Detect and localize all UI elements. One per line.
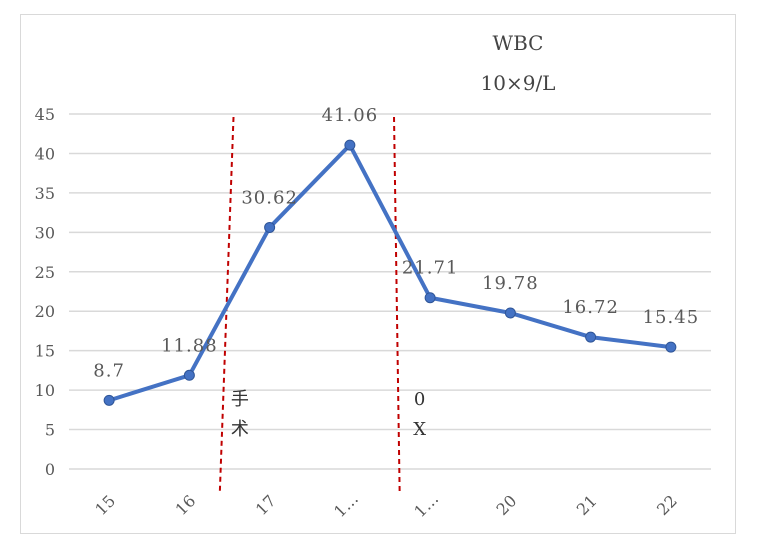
y-tick-label: 0 <box>45 460 55 479</box>
data-point <box>264 221 276 233</box>
y-tick-label: 25 <box>35 263 55 282</box>
y-tick-label: 45 <box>35 105 55 124</box>
chart-subtitle: 10×9/L <box>481 71 556 95</box>
chart-title: WBC <box>493 31 544 55</box>
y-axis-ticks: 0 5 10 15 20 25 30 35 40 45 <box>35 105 55 479</box>
data-label: 30.62 <box>241 187 298 208</box>
data-label: 8.7 <box>93 360 125 381</box>
x-tick-label: 16 <box>172 491 200 519</box>
series-wbc <box>103 139 677 406</box>
wbc-line-chart: 0 5 10 15 20 25 30 35 40 45 15 16 17 1… 1… 20 21 22 手术 0 X… <box>35 31 711 521</box>
y-tick-label: 30 <box>35 223 55 242</box>
data-label: 15.45 <box>643 307 700 328</box>
data-point <box>103 394 115 406</box>
event-annotation: 0 <box>414 389 425 410</box>
event-marker-line <box>393 116 401 492</box>
data-point <box>585 331 597 343</box>
data-point <box>665 341 677 353</box>
x-tick-label: 21 <box>573 491 601 519</box>
y-tick-label: 15 <box>35 342 55 361</box>
data-point <box>344 139 356 151</box>
y-tick-label: 10 <box>35 381 55 400</box>
y-tick-label: 20 <box>35 302 55 321</box>
data-point <box>183 369 195 381</box>
data-label: 16.72 <box>562 297 619 318</box>
event-annotation: 术 <box>231 419 249 440</box>
x-axis-ticks: 15 16 17 1… 1… 20 21 22 <box>91 489 681 521</box>
x-tick-label: 22 <box>653 491 681 519</box>
y-tick-label: 5 <box>45 421 55 440</box>
event-annotation: 手 <box>231 389 249 410</box>
series-line <box>108 143 672 403</box>
event-markers: 手术 0 X <box>218 116 426 492</box>
y-tick-label: 35 <box>35 184 55 203</box>
y-tick-label: 40 <box>35 144 55 163</box>
data-label: 19.78 <box>482 273 539 294</box>
event-annotation: X <box>413 419 426 440</box>
data-point <box>424 292 436 304</box>
data-label: 21.71 <box>402 258 459 279</box>
gridlines <box>69 113 711 470</box>
x-tick-label: 1… <box>330 489 362 521</box>
x-tick-label: 15 <box>91 491 119 519</box>
data-label: 41.06 <box>322 105 379 126</box>
data-label: 11.88 <box>161 335 218 356</box>
x-tick-label: 17 <box>252 491 280 519</box>
x-tick-label: 1… <box>410 489 442 521</box>
x-tick-label: 20 <box>493 491 521 519</box>
data-point <box>504 307 516 319</box>
chart-frame: 0 5 10 15 20 25 30 35 40 45 15 16 17 1… 1… 20 21 22 手术 0 X… <box>20 14 736 534</box>
data-labels: 8.7 11.88 30.62 41.06 21.71 19.78 16.72 15.45 <box>93 105 700 381</box>
